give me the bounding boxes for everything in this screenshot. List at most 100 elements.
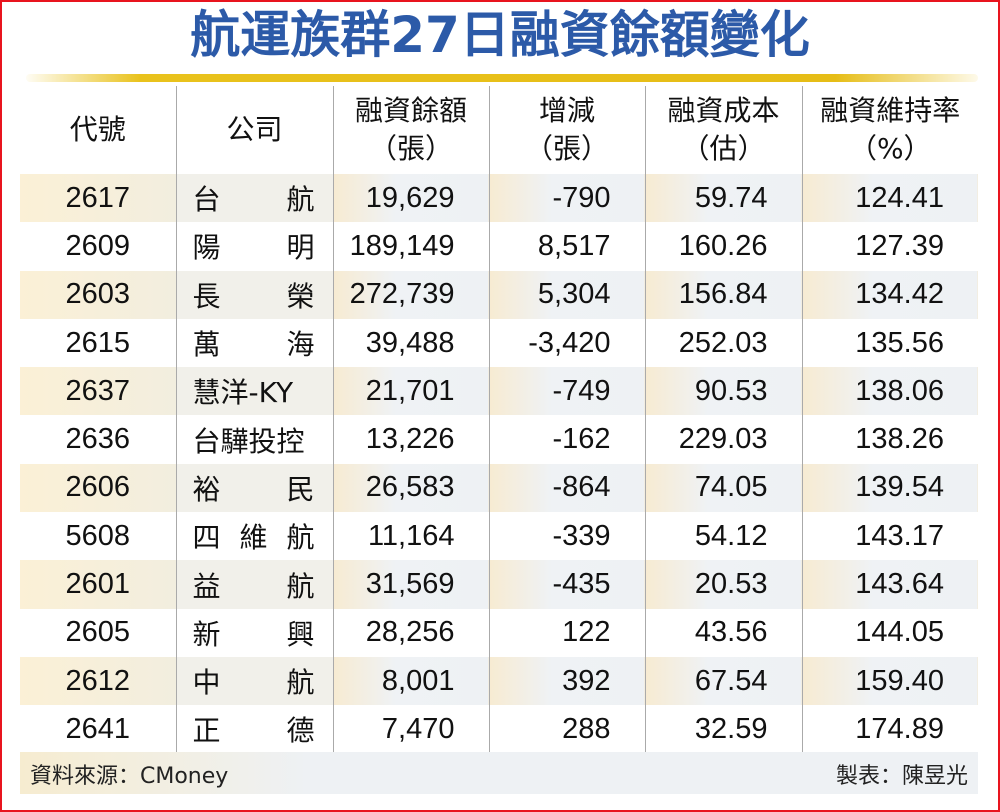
- stock-code: 2637: [20, 367, 176, 416]
- maintenance-ratio: 124.41: [801, 174, 978, 223]
- header-ratio: 融資維持率 （%）: [801, 86, 978, 174]
- company-name: 四維航: [192, 521, 315, 555]
- company-name: 益航: [192, 569, 315, 603]
- margin-cost: 54.12: [644, 512, 802, 561]
- company-cell: 陽明: [175, 222, 333, 271]
- margin-cost: 59.74: [644, 174, 802, 223]
- balance-change: -339: [488, 512, 645, 561]
- table-row: 2605 新興 28,256 122 43.56 144.05: [20, 608, 978, 657]
- margin-cost: 32.59: [644, 705, 802, 754]
- maintenance-ratio: 144.05: [801, 608, 978, 657]
- company-name: 正德: [192, 714, 315, 748]
- margin-balance: 7,470: [332, 705, 489, 754]
- table-row: 2609 陽明 189,149 8,517 160.26 127.39: [20, 222, 978, 271]
- gold-divider: [26, 74, 978, 82]
- stock-code: 2601: [20, 560, 176, 609]
- maintenance-ratio: 159.40: [801, 656, 978, 706]
- margin-cost: 20.53: [644, 560, 802, 609]
- stock-code: 2617: [20, 174, 176, 223]
- balance-change: -162: [488, 415, 645, 464]
- table-row: 2637 慧洋-KY 21,701 -749 90.53 138.06: [20, 367, 978, 416]
- company-name: 慧洋-KY: [192, 376, 294, 410]
- margin-balance: 31,569: [332, 560, 489, 609]
- balance-change: -790: [488, 174, 645, 223]
- company-cell: 裕民: [175, 463, 333, 513]
- table-row: 2636 台驊投控 13,226 -162 229.03 138.26: [20, 415, 978, 464]
- margin-balance: 272,739: [332, 270, 489, 319]
- stock-code: 2606: [20, 463, 176, 513]
- table-row: 2612 中航 8,001 392 67.54 159.40: [20, 656, 978, 706]
- stock-code: 2615: [65, 326, 130, 359]
- maintenance-ratio: 135.56: [801, 318, 978, 368]
- balance-change: 8,517: [488, 222, 645, 271]
- maintenance-ratio: 143.17: [801, 512, 978, 561]
- company-name: 台航: [192, 183, 315, 217]
- company-cell: 台航: [175, 174, 333, 223]
- stock-code: 2605: [65, 616, 130, 649]
- table-row: 2617 台航 19,629 -790 59.74 124.41: [20, 174, 978, 223]
- stock-code: 2612: [20, 656, 176, 706]
- company-name: 裕民: [192, 472, 315, 506]
- company-cell: 益航: [175, 560, 333, 609]
- balance-change: -435: [488, 560, 645, 609]
- company-cell: 慧洋-KY: [175, 367, 333, 416]
- balance-change: 122: [488, 608, 645, 657]
- margin-balance: 8,001: [332, 656, 489, 706]
- table-row: 2641 正德 7,470 288 32.59 174.89: [20, 705, 978, 754]
- table-row: 2615 萬海 39,488 -3,420 252.03 135.56: [20, 318, 978, 368]
- company-cell: 萬海: [175, 318, 333, 368]
- balance-change: -3,420: [488, 318, 645, 368]
- company-name: 新興: [192, 617, 315, 651]
- stock-code: 2603: [20, 270, 176, 319]
- margin-cost: 74.05: [644, 463, 802, 513]
- table-row: 2603 長榮 272,739 5,304 156.84 134.42: [20, 270, 978, 319]
- maintenance-ratio: 139.54: [801, 463, 978, 513]
- company-name: 長榮: [192, 279, 315, 313]
- header-company: 公司: [175, 86, 333, 174]
- stock-code: 2641: [65, 712, 130, 745]
- balance-change: -864: [488, 463, 645, 513]
- margin-cost: 156.84: [644, 270, 802, 319]
- company-cell: 正德: [175, 705, 333, 754]
- margin-cost: 229.03: [644, 415, 802, 464]
- balance-change: 392: [488, 656, 645, 706]
- balance-change: 288: [488, 705, 645, 754]
- maintenance-ratio: 134.42: [801, 270, 978, 319]
- company-cell: 四維航: [175, 512, 333, 561]
- margin-table: 代號 公司 融資餘額 （張） 增減 （張） 融資成本 （估） 融資維持率 （%） 261…: [20, 86, 978, 754]
- margin-balance: 189,149: [332, 222, 489, 271]
- balance-change: 5,304: [488, 270, 645, 319]
- company-cell: 中航: [175, 656, 333, 706]
- balance-change: -749: [488, 367, 645, 416]
- source-note: 資料來源：CMoney: [30, 764, 229, 789]
- margin-balance: 11,164: [332, 512, 489, 561]
- company-cell: 台驊投控: [175, 415, 333, 464]
- maker-note: 製表：陳昱光: [835, 764, 968, 789]
- maintenance-ratio: 174.89: [801, 705, 978, 754]
- maintenance-ratio: 143.64: [801, 560, 978, 609]
- header-cost: 融資成本 （估）: [644, 86, 802, 174]
- margin-balance: 39,488: [332, 318, 489, 368]
- header-code: 代號: [69, 113, 126, 146]
- maintenance-ratio: 127.39: [801, 222, 978, 271]
- table-row: 5608 四維航 11,164 -339 54.12 143.17: [20, 512, 978, 561]
- company-name: 台驊投控: [192, 424, 305, 458]
- margin-cost: 90.53: [644, 367, 802, 416]
- maintenance-ratio: 138.06: [801, 367, 978, 416]
- company-cell: 新興: [175, 608, 333, 657]
- company-name: 萬海: [192, 328, 315, 362]
- margin-balance: 26,583: [332, 463, 489, 513]
- table-row: 2606 裕民 26,583 -864 74.05 139.54: [20, 463, 978, 513]
- margin-cost: 160.26: [644, 222, 802, 271]
- footer: 資料來源：CMoney 製表：陳昱光: [20, 752, 978, 794]
- stock-code: 5608: [65, 519, 130, 552]
- company-name: 陽明: [192, 231, 315, 265]
- margin-balance: 28,256: [332, 608, 489, 657]
- margin-cost: 67.54: [644, 656, 802, 706]
- stock-code: 2609: [65, 229, 130, 262]
- header-balance: 融資餘額 （張）: [332, 86, 489, 174]
- margin-balance: 19,629: [332, 174, 489, 223]
- chart-title: 航運族群27日融資餘額變化: [190, 6, 810, 64]
- header-change: 增減 （張）: [488, 86, 645, 174]
